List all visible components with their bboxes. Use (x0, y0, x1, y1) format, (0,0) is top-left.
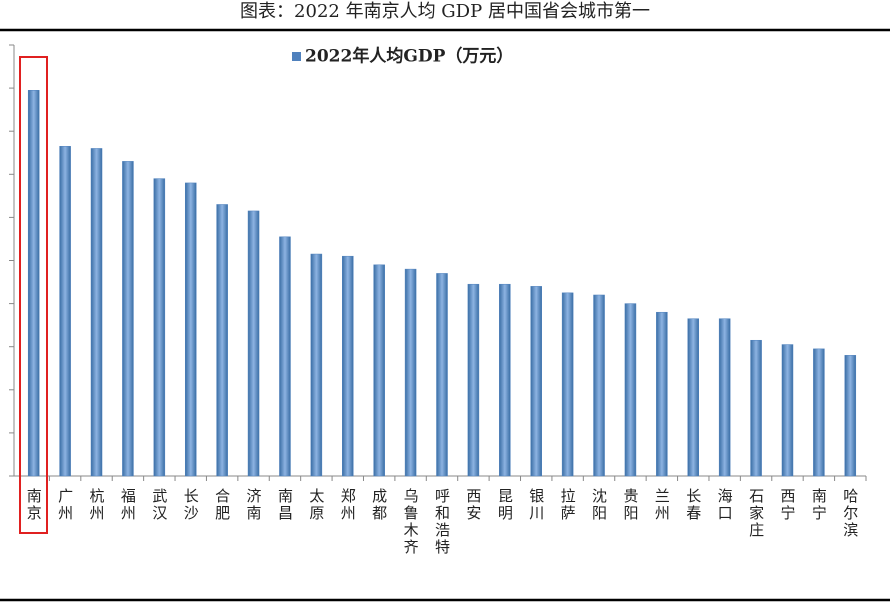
x-tick-label: 福州 (119, 488, 137, 522)
x-tick-label: 西安 (464, 488, 482, 522)
x-tick-label: 银川 (527, 488, 545, 522)
bar (687, 318, 700, 477)
x-tick-label: 郑州 (339, 488, 357, 522)
bar (718, 318, 731, 477)
bar (467, 283, 480, 477)
bar (436, 273, 448, 477)
x-tick-label: 武汉 (150, 488, 168, 522)
bar (342, 255, 354, 477)
x-tick-label: 石家庄 (747, 488, 765, 539)
x-tick-label: 长春 (684, 488, 702, 522)
x-tick-label: 广州 (56, 488, 74, 522)
bar (310, 253, 323, 477)
bar (781, 344, 794, 477)
x-tick-label: 贵阳 (621, 488, 639, 522)
bar (27, 90, 40, 477)
x-tick-label: 南宁 (810, 488, 828, 522)
bar (750, 339, 762, 477)
x-tick-label: 沈阳 (590, 488, 608, 522)
x-tick-label: 南昌 (276, 488, 294, 522)
x-tick-label: 南京 (25, 488, 43, 522)
x-tick-label: 海口 (716, 488, 734, 522)
x-tick-label: 昆明 (496, 488, 514, 522)
highlight-box (19, 56, 48, 534)
bar (499, 283, 511, 477)
x-tick-label: 合肥 (213, 488, 231, 522)
bar (247, 210, 260, 477)
bar (813, 348, 825, 477)
bar (216, 204, 228, 477)
bar (844, 355, 857, 477)
legend-label: 2022年人均GDP（万元） (305, 46, 513, 67)
bar (561, 292, 574, 477)
bar (153, 178, 166, 477)
bar (530, 286, 542, 477)
bar (59, 146, 71, 477)
x-tick-label: 呼和浩特 (433, 488, 451, 556)
bar (404, 268, 417, 477)
x-tick-label: 拉萨 (559, 488, 577, 522)
x-tick-label: 杭州 (88, 488, 106, 522)
x-tick-label: 乌鲁木齐 (402, 488, 420, 556)
bar (656, 311, 668, 477)
x-tick-label: 长沙 (182, 488, 200, 522)
x-tick-label: 太原 (307, 488, 325, 522)
chart-title: 图表：2022 年南京人均 GDP 居中国省会城市第一 (240, 1, 650, 22)
legend-swatch (292, 52, 301, 61)
bar (279, 236, 291, 477)
x-tick-label: 哈尔滨 (841, 488, 859, 539)
bar (593, 294, 605, 477)
bar (184, 182, 197, 477)
x-tick-label: 西宁 (778, 488, 796, 522)
bar (122, 161, 134, 477)
x-tick-label: 兰州 (653, 488, 671, 522)
x-tick-label: 成都 (370, 488, 388, 522)
bar (624, 303, 637, 477)
x-tick-label: 济南 (245, 488, 263, 522)
bar (90, 148, 103, 477)
bar (373, 264, 385, 477)
